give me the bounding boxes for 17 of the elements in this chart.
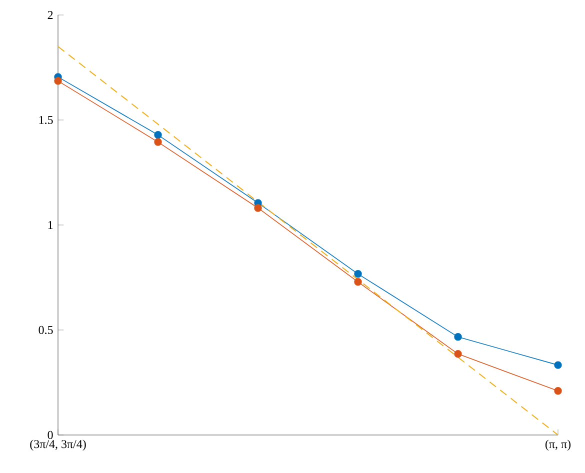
point	[54, 77, 62, 85]
point	[554, 387, 562, 395]
point	[554, 361, 562, 369]
x-tick-label: (3π/4, 3π/4)	[30, 440, 86, 451]
point	[354, 270, 362, 278]
point	[154, 131, 162, 139]
point	[454, 350, 462, 358]
y-tick-label: 0.5	[38, 326, 53, 334]
point	[454, 333, 462, 341]
point	[354, 278, 362, 286]
point	[154, 138, 162, 146]
y-tick-label: 1	[48, 221, 53, 229]
point	[254, 204, 262, 212]
y-tick-label: 1.5	[39, 116, 53, 124]
y-tick-label: 2	[48, 11, 53, 19]
y-tick-label: 0	[48, 430, 53, 440]
x-tick-label: (π, π)	[545, 440, 571, 451]
